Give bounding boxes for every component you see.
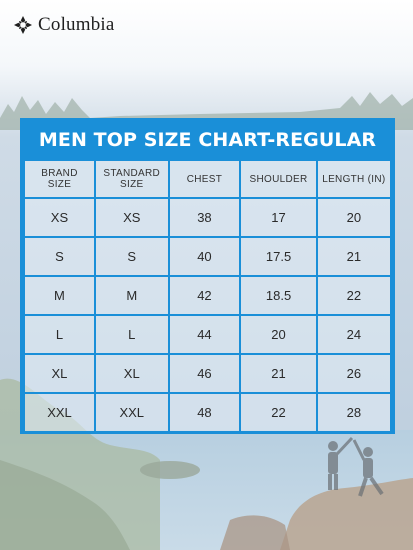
- cell-length: 22: [315, 275, 393, 316]
- header-standard-size: STANDARD SIZE: [93, 159, 170, 199]
- header-brand-size: BRAND SIZE: [23, 159, 96, 199]
- table-row: XXL XXL 48 22 28: [23, 392, 393, 433]
- header-row: BRAND SIZE STANDARD SIZE CHEST SHOULDER LE…: [23, 159, 393, 199]
- cell-length: 21: [315, 236, 393, 277]
- cell-standard-size: XXL: [93, 392, 170, 433]
- cell-standard-size: L: [93, 314, 170, 355]
- cell-shoulder: 22: [239, 392, 318, 433]
- cell-length: 20: [315, 197, 393, 238]
- cell-brand-size: XXL: [23, 392, 96, 433]
- size-table: BRAND SIZE STANDARD SIZE CHEST SHOULDER LE…: [23, 159, 393, 433]
- columbia-diamond-icon: [14, 16, 32, 34]
- size-chart: MEN TOP SIZE CHART-REGULAR BRAND SIZE STA…: [20, 118, 395, 434]
- cell-length: 24: [315, 314, 393, 355]
- cell-chest: 48: [167, 392, 242, 433]
- cell-shoulder: 17: [239, 197, 318, 238]
- cell-standard-size: XL: [93, 353, 170, 394]
- cell-length: 26: [315, 353, 393, 394]
- cell-shoulder: 18.5: [239, 275, 318, 316]
- cell-brand-size: S: [23, 236, 96, 277]
- table-row: XS XS 38 17 20: [23, 197, 393, 238]
- cell-length: 28: [315, 392, 393, 433]
- chart-title: MEN TOP SIZE CHART-REGULAR: [23, 121, 392, 159]
- header-shoulder: SHOULDER: [239, 159, 318, 199]
- table-row: L L 44 20 24: [23, 314, 393, 355]
- cell-standard-size: S: [93, 236, 170, 277]
- columbia-logo: Columbia: [14, 13, 115, 37]
- brand-name: Columbia: [38, 14, 115, 35]
- table-row: XL XL 46 21 26: [23, 353, 393, 394]
- cell-chest: 44: [167, 314, 242, 355]
- cell-chest: 46: [167, 353, 242, 394]
- cell-brand-size: XS: [23, 197, 96, 238]
- cell-chest: 42: [167, 275, 242, 316]
- cell-shoulder: 17.5: [239, 236, 318, 277]
- cell-brand-size: M: [23, 275, 96, 316]
- cell-chest: 40: [167, 236, 242, 277]
- cell-standard-size: M: [93, 275, 170, 316]
- table-row: M M 42 18.5 22: [23, 275, 393, 316]
- cell-shoulder: 20: [239, 314, 318, 355]
- header-chest: CHEST: [167, 159, 242, 199]
- cell-brand-size: XL: [23, 353, 96, 394]
- cell-brand-size: L: [23, 314, 96, 355]
- table-row: S S 40 17.5 21: [23, 236, 393, 277]
- header-length: LENGTH (IN): [315, 159, 393, 199]
- cell-standard-size: XS: [93, 197, 170, 238]
- cell-shoulder: 21: [239, 353, 318, 394]
- cell-chest: 38: [167, 197, 242, 238]
